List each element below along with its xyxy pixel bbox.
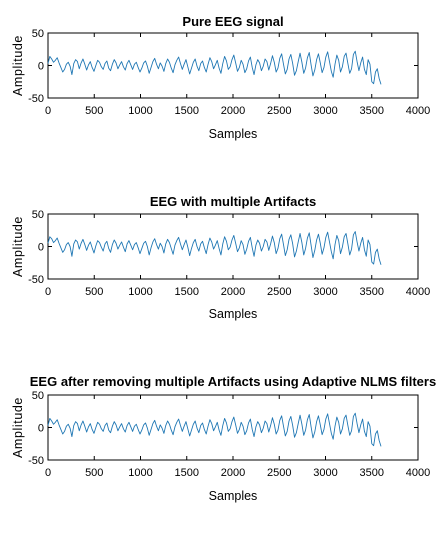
chart-title: EEG after removing multiple Artifacts us… xyxy=(30,374,436,389)
x-tick-label: 3500 xyxy=(360,286,384,298)
x-tick-label: 4000 xyxy=(406,105,430,117)
x-tick-label: 3500 xyxy=(360,105,384,117)
y-axis-label: Amplitude xyxy=(11,35,25,96)
x-tick-label: 2000 xyxy=(221,105,245,117)
axes-box xyxy=(47,32,419,99)
y-tick-label: 50 xyxy=(32,390,44,402)
x-tick-label: 3000 xyxy=(313,105,337,117)
x-tick-label: 500 xyxy=(85,467,103,479)
x-tick-label: 1500 xyxy=(175,286,199,298)
x-tick-label: 2500 xyxy=(267,467,291,479)
x-tick-label: 1500 xyxy=(175,105,199,117)
y-axis-label: Amplitude xyxy=(11,397,25,458)
x-tick-label: 2000 xyxy=(221,467,245,479)
y-tick-label: 0 xyxy=(38,61,44,73)
x-tick-label: 3500 xyxy=(360,467,384,479)
y-tick-label: 50 xyxy=(32,28,44,40)
series-line-1 xyxy=(47,231,382,265)
x-tick-label: 1000 xyxy=(128,286,152,298)
x-axis-label: Samples xyxy=(209,489,258,503)
x-tick-label: 3000 xyxy=(313,286,337,298)
subplot-3: EEG after removing multiple Artifacts us… xyxy=(11,374,436,503)
chart-title: EEG with multiple Artifacts xyxy=(150,194,316,209)
y-axis-label: Amplitude xyxy=(11,216,25,277)
chart-title: Pure EEG signal xyxy=(182,14,283,29)
y-tick-label: 0 xyxy=(38,242,44,254)
x-tick-label: 0 xyxy=(45,467,51,479)
x-tick-label: 0 xyxy=(45,105,51,117)
x-tick-label: 0 xyxy=(45,286,51,298)
x-axis-label: Samples xyxy=(209,307,258,321)
x-axis-label: Samples xyxy=(209,127,258,141)
x-tick-label: 4000 xyxy=(406,286,430,298)
axes-box xyxy=(47,394,419,461)
x-tick-label: 2500 xyxy=(267,286,291,298)
x-tick-label: 1000 xyxy=(128,467,152,479)
series-line-1 xyxy=(47,50,382,85)
x-tick-label: 1000 xyxy=(128,105,152,117)
x-tick-label: 500 xyxy=(85,286,103,298)
y-tick-label: -50 xyxy=(28,274,44,286)
x-tick-label: 4000 xyxy=(406,467,430,479)
x-tick-label: 3000 xyxy=(313,467,337,479)
y-tick-label: 0 xyxy=(38,423,44,435)
series-line-1 xyxy=(47,412,382,447)
y-tick-label: -50 xyxy=(28,93,44,105)
y-tick-label: -50 xyxy=(28,455,44,467)
x-tick-label: 2000 xyxy=(221,286,245,298)
x-tick-label: 1500 xyxy=(175,467,199,479)
x-tick-label: 500 xyxy=(85,105,103,117)
axes-box xyxy=(47,213,419,280)
y-tick-label: 50 xyxy=(32,209,44,221)
x-tick-label: 2500 xyxy=(267,105,291,117)
